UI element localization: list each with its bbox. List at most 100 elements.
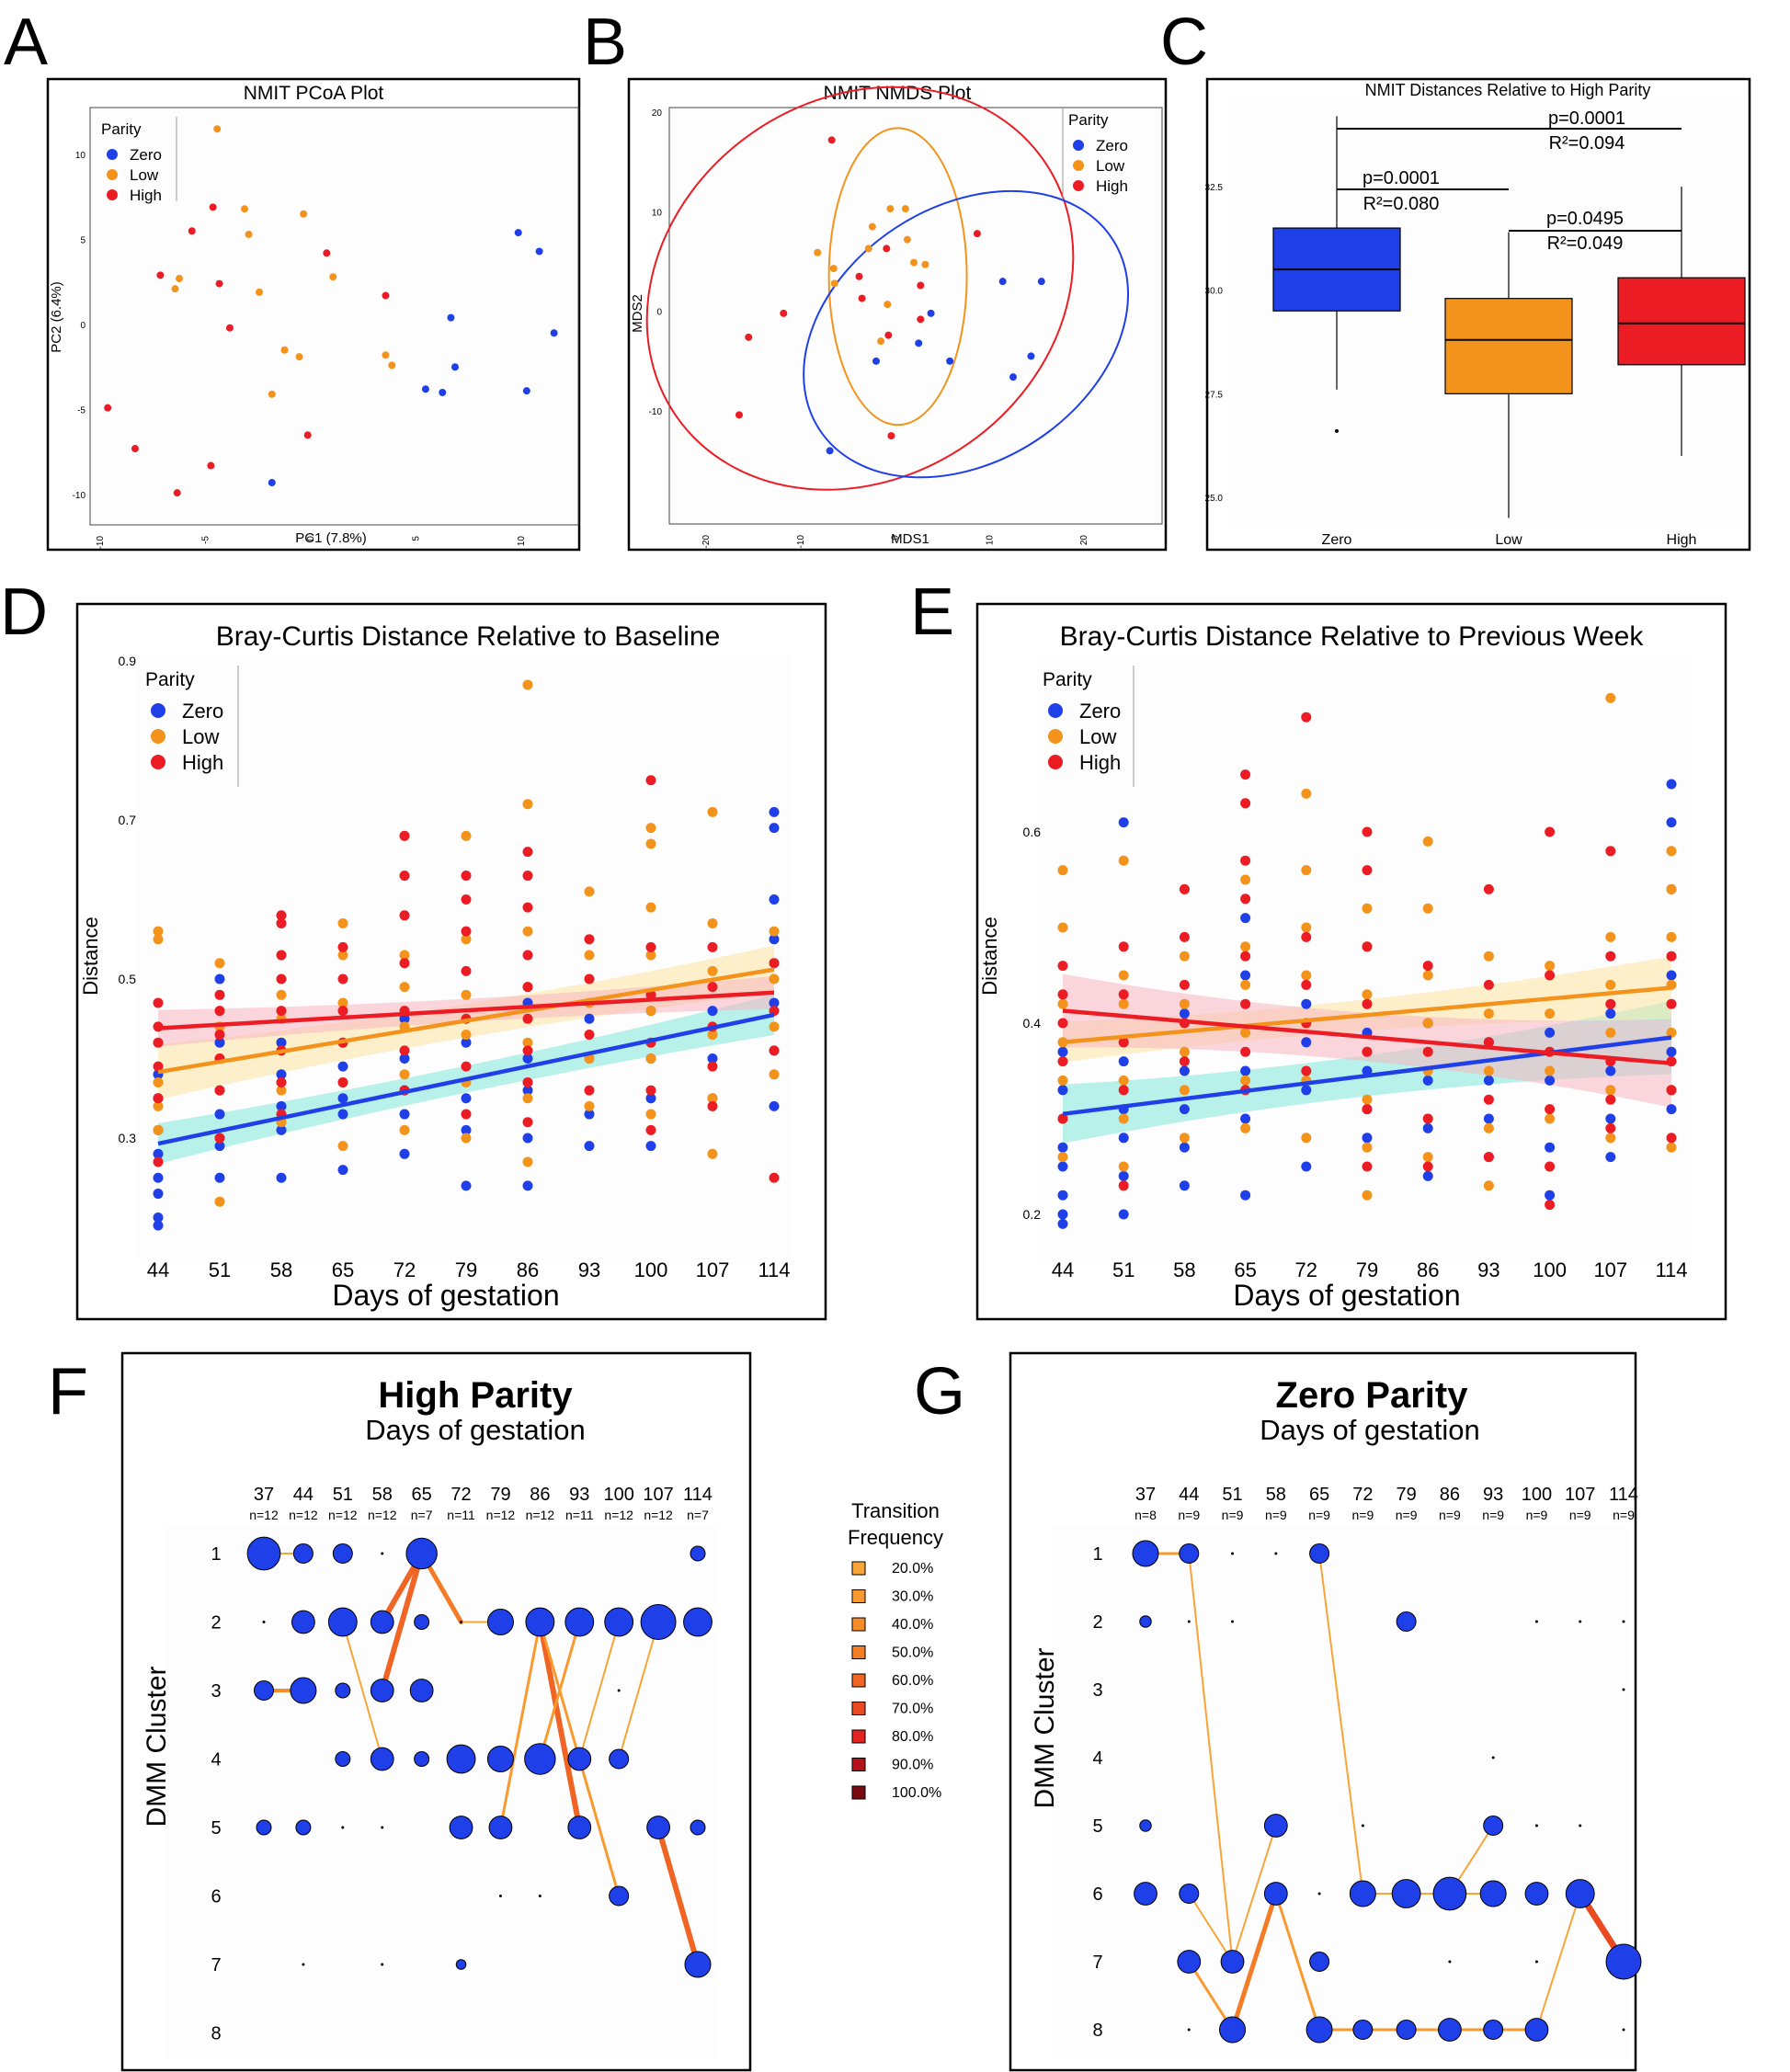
point-low [461, 934, 472, 945]
point-high [522, 1013, 533, 1024]
transition-edge [341, 1621, 383, 1760]
point-zero [584, 1013, 595, 1024]
point-low [1422, 1152, 1433, 1163]
cluster-node [1220, 1950, 1245, 1974]
transition-edge [1188, 1553, 1234, 1963]
node-empty [1231, 1620, 1235, 1623]
point-high [461, 1109, 472, 1120]
outlier [1335, 428, 1339, 433]
point-low [1362, 1094, 1373, 1105]
point-low [1605, 1133, 1616, 1144]
cluster-node [1139, 1615, 1152, 1628]
cluster-node [295, 1819, 312, 1836]
point-high [917, 281, 925, 290]
n-label: n=9 [1178, 1508, 1200, 1522]
panel-g-y-label: DMM Cluster [1030, 1647, 1060, 1808]
transition-edge [1188, 1893, 1234, 1963]
point-low [645, 1053, 656, 1064]
point-high [276, 1076, 287, 1087]
x-tick-label: 51 [209, 1258, 231, 1281]
cluster-node [604, 1607, 634, 1637]
x-tick-label: 0 [891, 535, 901, 541]
point-high [884, 331, 893, 339]
transition-edge [1231, 1825, 1277, 1963]
trend-line-low [1062, 985, 1672, 1045]
point-low [877, 337, 885, 346]
y-tick-label: 0.9 [119, 654, 137, 668]
point-zero [915, 339, 923, 347]
point-low [171, 285, 179, 293]
panel-e-x-label: Days of gestation [1233, 1279, 1460, 1312]
point-low [1483, 1065, 1494, 1076]
point-low [1240, 979, 1251, 990]
point-high [153, 1156, 164, 1167]
node-empty [1534, 1960, 1538, 1964]
point-high [276, 917, 287, 928]
point-zero [1118, 817, 1129, 828]
point-low [1362, 989, 1373, 1000]
point-zero [927, 309, 935, 317]
panel-g: Zero Parity Days of gestation 37n=844n=9… [1030, 1375, 1642, 2059]
point-zero [1301, 1161, 1312, 1172]
legend-label-low: Low [1096, 157, 1125, 175]
point-low [153, 1100, 164, 1111]
point-high [207, 461, 215, 470]
panel-d-points [153, 679, 780, 1231]
legend-label-high: High [130, 187, 162, 204]
point-high [1179, 931, 1190, 942]
y-tick-label: 32.5 [1205, 183, 1224, 193]
point-zero [214, 1109, 225, 1120]
point-zero [461, 1037, 472, 1048]
x-tick-label: 65 [1234, 1258, 1256, 1281]
point-zero [522, 1133, 533, 1144]
point-zero [645, 1141, 656, 1152]
point-low [276, 1085, 287, 1096]
panel-d: Bray-Curtis Distance Relative to Baselin… [79, 621, 791, 1312]
trend-line-high [1062, 1008, 1672, 1065]
point-high [1545, 1161, 1556, 1172]
panel-b-frame [627, 77, 1168, 552]
legend-items: 20.0% 30.0% 40.0% 50.0% 60.0% 70.0% 80.0% 90.0%… [851, 1561, 941, 1801]
cluster-node [332, 1543, 353, 1564]
point-low [461, 1133, 472, 1144]
n-label: n=12 [486, 1508, 516, 1522]
point-zero [439, 389, 447, 396]
box-high [1617, 187, 1746, 456]
transition-edge [1318, 1553, 1364, 1895]
day-label: 86 [1440, 1485, 1460, 1505]
point-zero [1545, 1027, 1556, 1038]
point-low [1483, 1180, 1494, 1191]
point-zero [1240, 970, 1251, 981]
point-zero [153, 1220, 164, 1231]
point-zero [522, 1180, 533, 1191]
point-zero [153, 1189, 164, 1200]
point-zero [1118, 1209, 1129, 1220]
panel-a-legend: Parity Zero Low High [101, 117, 177, 204]
day-label: 100 [1522, 1485, 1552, 1505]
n-label: n=9 [1569, 1508, 1591, 1522]
point-low [1362, 1142, 1373, 1153]
point-high [1118, 1037, 1129, 1048]
point-zero [153, 1172, 164, 1183]
point-low [522, 799, 533, 810]
point-low [864, 245, 872, 253]
point-low [1179, 998, 1190, 1009]
point-low [300, 210, 308, 218]
transition-edge [618, 1621, 660, 1760]
point-low [1301, 1133, 1312, 1144]
point-zero [421, 385, 429, 393]
point-low [382, 351, 390, 359]
day-label: 37 [254, 1485, 274, 1505]
point-high [214, 989, 225, 1000]
point-high [1179, 979, 1190, 990]
point-high [276, 950, 287, 961]
point-zero [399, 1053, 410, 1064]
point-high [917, 315, 925, 324]
point-high [1240, 855, 1251, 866]
point-low [910, 258, 918, 267]
point-low [1483, 951, 1494, 962]
point-high [214, 1006, 225, 1017]
legend-marker-low [151, 729, 165, 744]
point-high [1362, 865, 1373, 876]
point-low [1422, 903, 1433, 914]
